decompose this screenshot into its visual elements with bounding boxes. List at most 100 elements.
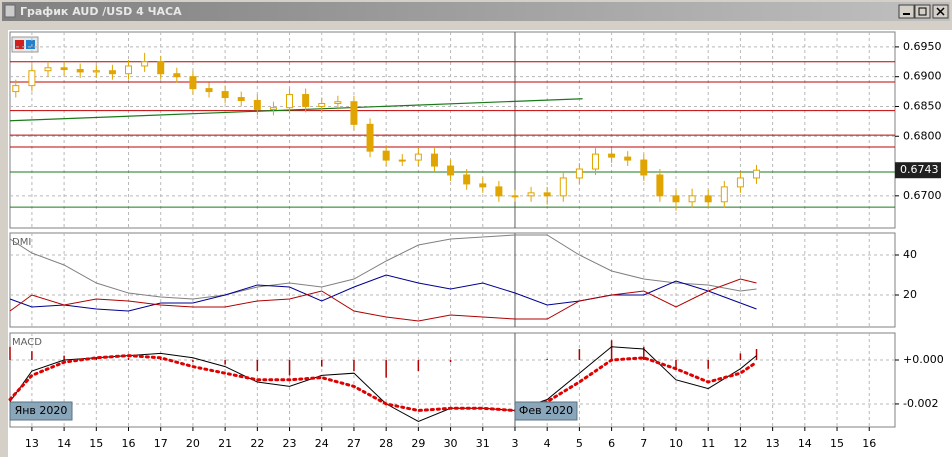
candle-body — [382, 150, 390, 161]
candle-body — [430, 153, 438, 167]
candle-body — [28, 70, 36, 87]
indicator-line — [9, 278, 757, 322]
month-label: Фев 2020 — [519, 404, 573, 417]
x-tick-label: 14 — [798, 437, 812, 450]
x-tick-label: 13 — [766, 437, 780, 450]
candle-body — [205, 88, 213, 93]
panel-border — [9, 232, 896, 328]
candle-body — [398, 159, 406, 162]
candle-body — [640, 159, 648, 176]
candle-body — [253, 100, 261, 110]
plot: 0.6950 0.6900 0.6850 0.6800 0.6700 0.6743 40 20… — [8, 31, 944, 450]
last-price-box — [895, 162, 941, 179]
x-tick-label: 21 — [218, 437, 232, 450]
x-tick-label: 30 — [444, 437, 458, 450]
month-label-box — [9, 401, 73, 421]
candle-body — [672, 195, 680, 203]
x-tick-label: 3 — [511, 437, 518, 450]
x-tick-label: 4 — [544, 437, 551, 450]
candle-body — [44, 67, 52, 72]
x-tick-label: 16 — [122, 437, 136, 450]
candle-body — [221, 91, 229, 99]
x-tick-label: 5 — [576, 437, 583, 450]
x-tick-label: 11 — [701, 437, 715, 450]
sell-icon — [15, 40, 24, 49]
x-tick-label: 22 — [250, 437, 264, 450]
x-tick-label: 6 — [608, 437, 615, 450]
y-tick-label: 20 — [903, 288, 917, 301]
candle-body — [108, 70, 116, 75]
indicator-title: MACD — [12, 337, 42, 348]
y-tick-label: 0.6900 — [903, 70, 942, 83]
y-tick-label: +0.000 — [903, 353, 944, 366]
candle-body — [269, 107, 277, 110]
y-tick-label: 0.6850 — [903, 99, 942, 112]
month-label: Янв 2020 — [15, 404, 68, 417]
candle-body — [527, 192, 535, 197]
x-tick-label: 24 — [315, 437, 329, 450]
candle-body — [447, 165, 455, 176]
x-tick-label: 28 — [379, 437, 393, 450]
candle-body — [736, 177, 744, 188]
window-icon — [4, 4, 16, 18]
candle-body — [591, 153, 599, 170]
buy-icon — [26, 40, 35, 49]
x-tick-label: 14 — [57, 437, 71, 450]
restore-button[interactable] — [914, 4, 931, 19]
candle-body — [753, 169, 761, 179]
y-tick-label: 0.6950 — [903, 40, 942, 53]
window-title: График AUD /USD 4 ЧАСА — [20, 5, 182, 18]
x-tick-label: 17 — [154, 437, 168, 450]
candle-body — [495, 186, 503, 197]
x-tick-label: 13 — [25, 437, 39, 450]
candle-body — [157, 61, 165, 75]
chart-area — [8, 30, 952, 457]
y-tick-label: 0.6800 — [903, 129, 942, 142]
panel-border — [9, 332, 896, 428]
candle-body — [720, 186, 728, 203]
candle-body — [76, 69, 84, 73]
candle-body — [141, 61, 149, 67]
y-tick-label: -0.002 — [903, 397, 938, 410]
candle-body — [463, 174, 471, 185]
y-tick-label: 40 — [903, 248, 917, 261]
candle-body — [575, 168, 583, 179]
window-buttons — [898, 4, 949, 19]
x-tick-label: 12 — [733, 437, 747, 450]
candle-body — [656, 174, 664, 197]
candle-body — [624, 156, 632, 161]
candle-body — [92, 70, 100, 73]
close-icon — [936, 7, 945, 16]
x-tick-label: 15 — [89, 437, 103, 450]
x-tick-label: 31 — [476, 437, 490, 450]
y-tick-label: 0.6700 — [903, 189, 942, 202]
candle-body — [125, 65, 133, 75]
candle-body — [559, 177, 567, 197]
candle-body — [543, 192, 551, 197]
candle-body — [173, 73, 181, 78]
x-tick-label: 16 — [862, 437, 876, 450]
candle-body — [302, 94, 310, 107]
restore-icon — [918, 7, 927, 16]
candle-body — [688, 195, 696, 203]
panel-border — [9, 31, 896, 229]
x-tick-label: 23 — [283, 437, 297, 450]
x-tick-label: 29 — [411, 437, 425, 450]
candle-body — [511, 195, 519, 198]
x-tick-label: 27 — [347, 437, 361, 450]
last-price-label: 0.6743 — [900, 163, 939, 176]
month-label-box — [514, 401, 578, 421]
candle-body — [12, 85, 20, 93]
trendline — [9, 98, 583, 122]
candle-body — [704, 195, 712, 203]
title-bar — [2, 2, 950, 21]
candle-body — [318, 102, 326, 107]
candle-body — [286, 94, 294, 109]
candle-body — [237, 97, 245, 102]
candle-body — [60, 67, 68, 71]
minimize-button[interactable] — [898, 4, 915, 19]
x-tick-label: 10 — [669, 437, 683, 450]
indicator-line — [9, 234, 757, 300]
candle-body — [414, 153, 422, 161]
